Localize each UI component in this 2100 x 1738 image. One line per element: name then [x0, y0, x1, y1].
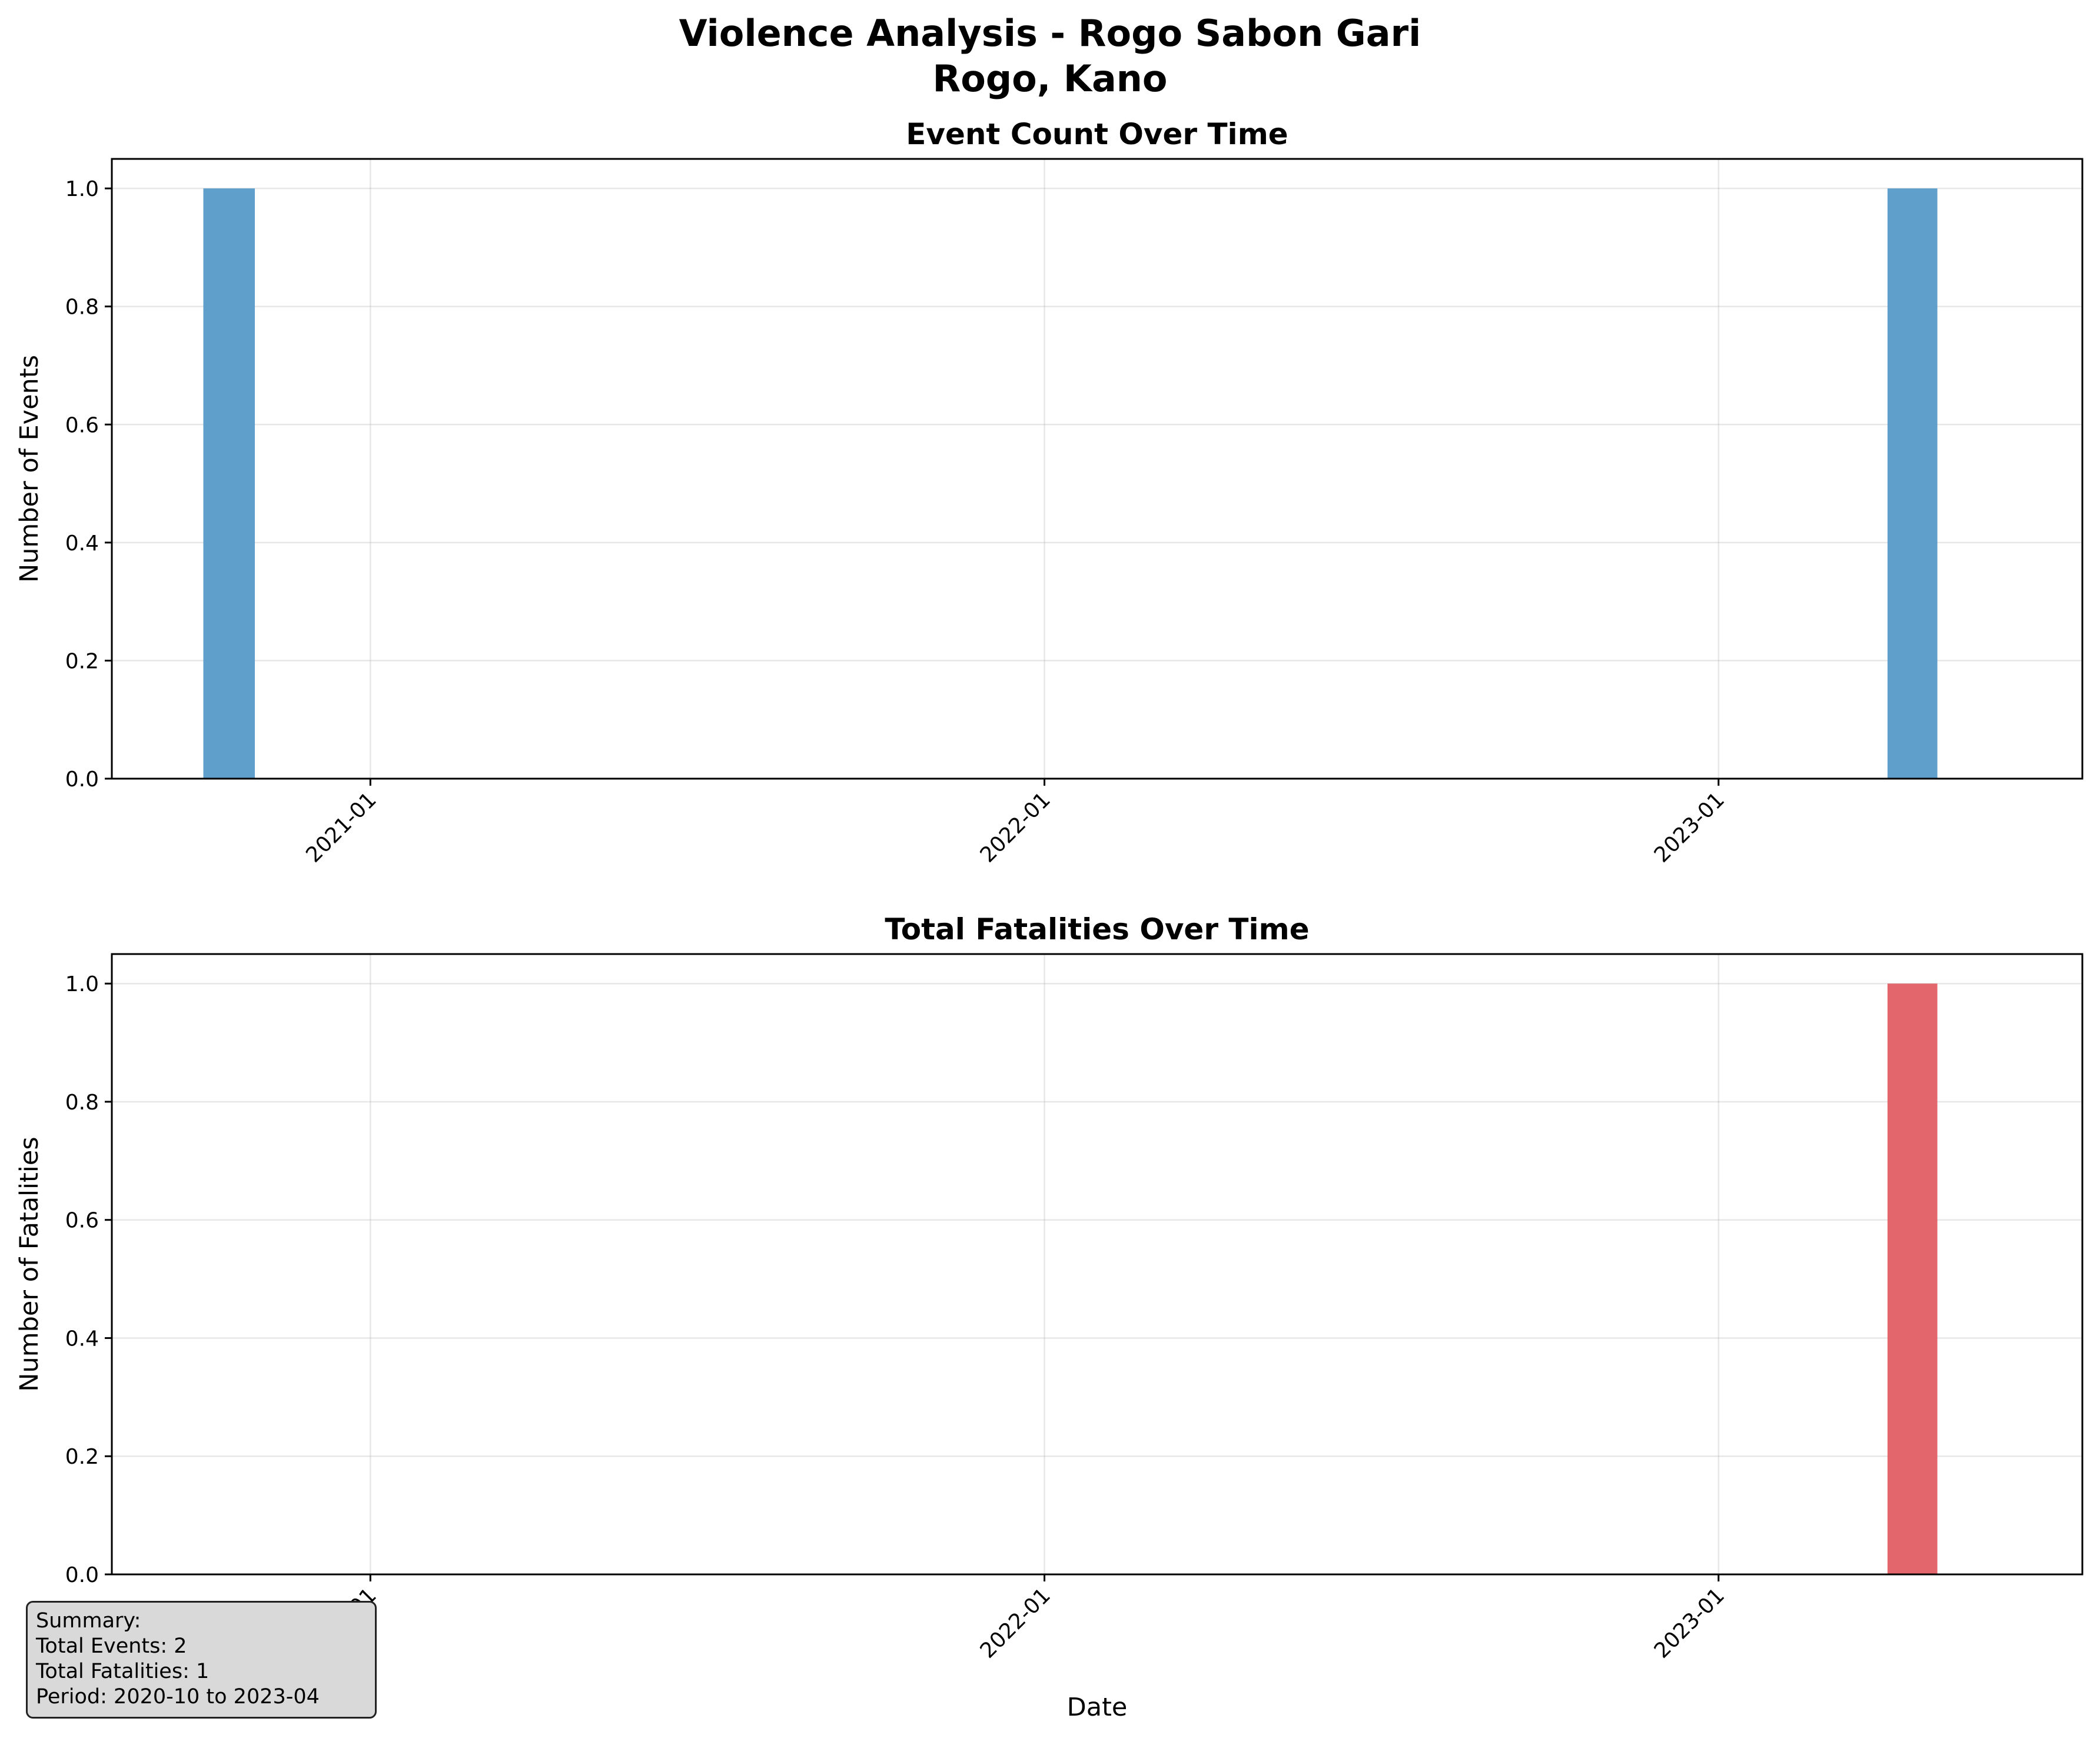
- y-tick-label: 1.0: [65, 177, 99, 201]
- y-axis-label: Number of Events: [15, 355, 44, 583]
- summary-heading: Summary:: [36, 1609, 141, 1633]
- x-tick-label: 2022-01: [976, 787, 1055, 867]
- panel-title: Total Fatalities Over Time: [885, 912, 1309, 946]
- x-axis-label: Date: [1067, 1693, 1128, 1722]
- fatalities-bar: [1887, 983, 1938, 1574]
- events-bar: [1887, 188, 1938, 779]
- figure-title: Violence Analysis - Rogo Sabon Gari: [679, 12, 1421, 55]
- x-tick-label: 2021-01: [301, 787, 381, 867]
- y-tick-label: 0.0: [65, 767, 99, 792]
- summary-box: Summary: Total Events: 2 Total Fatalitie…: [26, 1601, 377, 1719]
- y-tick-label: 0.2: [65, 649, 99, 673]
- axes-frame: [111, 953, 2084, 1576]
- y-tick-label: 0.4: [65, 531, 99, 556]
- x-tick-label: 2022-01: [976, 1583, 1055, 1663]
- y-tick-label: 0.6: [65, 1209, 99, 1233]
- x-tick-label: 2023-01: [1650, 1583, 1729, 1663]
- summary-total-fatalities: Total Fatalities: 1: [36, 1660, 210, 1683]
- summary-total-events: Total Events: 2: [36, 1634, 187, 1658]
- x-tick-label: 2023-01: [1650, 787, 1729, 867]
- y-tick-label: 0.6: [65, 413, 99, 437]
- y-tick-label: 0.8: [65, 295, 99, 320]
- panel-title: Event Count Over Time: [906, 117, 1288, 151]
- y-tick-label: 0.0: [65, 1563, 99, 1587]
- events-bar: [203, 188, 255, 779]
- axes-frame: [111, 158, 2084, 780]
- figure-subtitle: Rogo, Kano: [932, 57, 1167, 100]
- y-tick-label: 0.4: [65, 1327, 99, 1351]
- events-chart: 0.0 0.2 0.4 0.6 0.8 1.0 2021-01 2022-01 2023-01 E…: [15, 117, 2084, 868]
- y-axis-label: Number of Fatalities: [15, 1136, 44, 1391]
- y-tick-label: 1.0: [65, 972, 99, 996]
- y-tick-label: 0.8: [65, 1091, 99, 1115]
- summary-period: Period: 2020-10 to 2023-04: [36, 1685, 320, 1709]
- y-tick-label: 0.2: [65, 1445, 99, 1469]
